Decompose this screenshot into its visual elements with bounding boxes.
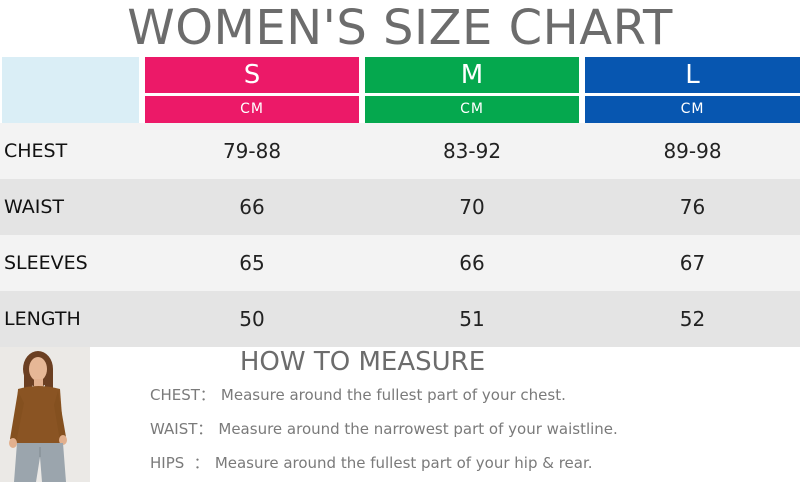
model-photo [0, 347, 90, 482]
row-label: WAIST [4, 196, 65, 218]
measure-tip-hips: HIPS ： Measure around the fullest part of… [150, 452, 593, 474]
size-header-s: S [145, 57, 359, 93]
table-cell: 89-98 [663, 139, 722, 163]
size-header-l: L [585, 57, 800, 93]
measure-tip-waist: WAIST： Measure around the narrowest part … [150, 418, 618, 440]
table-cell: 50 [239, 307, 265, 331]
table-cell: 66 [239, 195, 265, 219]
row-label: LENGTH [4, 308, 81, 330]
table-cell: 83-92 [442, 139, 502, 163]
row-label: CHEST [4, 140, 68, 162]
how-to-measure-heading: HOW TO MEASURE [239, 347, 486, 377]
table-row-length: LENGTH 50 51 52 [0, 291, 800, 347]
table-cell: 76 [679, 195, 706, 219]
table-cell: 70 [459, 195, 485, 219]
size-unit-l: CM [585, 96, 800, 123]
table-row-chest: CHEST 79-88 83-92 89-98 [0, 123, 800, 179]
measure-tip-key: HIPS ： [150, 454, 209, 472]
table-cell: 67 [679, 251, 706, 275]
table-cell: 65 [239, 251, 265, 275]
table-cell: 66 [459, 251, 485, 275]
table-cell: 52 [679, 307, 706, 331]
table-corner-cell [2, 57, 139, 123]
measure-tip-text: Measure around the fullest part of your … [214, 454, 593, 472]
row-label: SLEEVES [4, 252, 88, 274]
table-cell: 79-88 [222, 139, 282, 163]
size-header-m: M [365, 57, 579, 93]
size-unit-s: CM [145, 96, 359, 123]
measure-tip-text: Measure around the narrowest part of you… [218, 420, 618, 438]
size-unit-m: CM [365, 96, 579, 123]
model-illustration [0, 347, 90, 482]
measure-tip-chest: CHEST： Measure around the fullest part of… [150, 384, 566, 406]
measure-tip-key: CHEST： [150, 386, 215, 404]
table-row-waist: WAIST 66 70 76 [0, 179, 800, 235]
table-cell: 51 [459, 307, 485, 331]
table-row-sleeves: SLEEVES 65 66 67 [0, 235, 800, 291]
measure-tip-key: WAIST： [150, 420, 213, 438]
page-title: WOMEN'S SIZE CHART [127, 0, 673, 56]
measure-tip-text: Measure around the fullest part of your … [220, 386, 566, 404]
